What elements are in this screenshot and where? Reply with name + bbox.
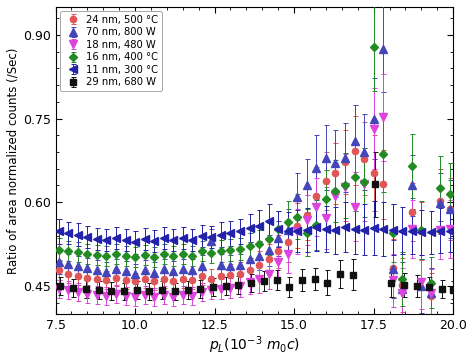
Y-axis label: Ratio of area normalized counts (/Sec): Ratio of area normalized counts (/Sec) — [7, 47, 20, 274]
Legend: 24 nm, 500 °C, 70 nm, 800 W, 18 nm, 480 W, 16 nm, 400 °C, 11 nm, 300 °C, 29 nm, : 24 nm, 500 °C, 70 nm, 800 W, 18 nm, 480 … — [60, 11, 162, 91]
X-axis label: $p_{L}(10^{-3}\ m_0c)$: $p_{L}(10^{-3}\ m_0c)$ — [209, 334, 300, 356]
